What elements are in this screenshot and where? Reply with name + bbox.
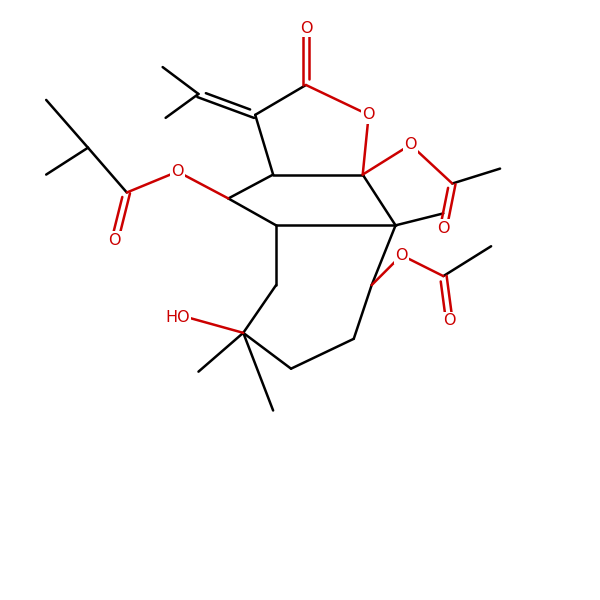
Text: O: O — [443, 313, 455, 328]
Text: O: O — [395, 248, 408, 263]
Text: O: O — [300, 21, 312, 36]
Text: O: O — [172, 164, 184, 179]
Text: O: O — [362, 107, 375, 122]
Text: O: O — [404, 137, 417, 152]
Text: O: O — [109, 233, 121, 248]
Text: O: O — [437, 221, 449, 236]
Text: HO: HO — [165, 310, 190, 325]
